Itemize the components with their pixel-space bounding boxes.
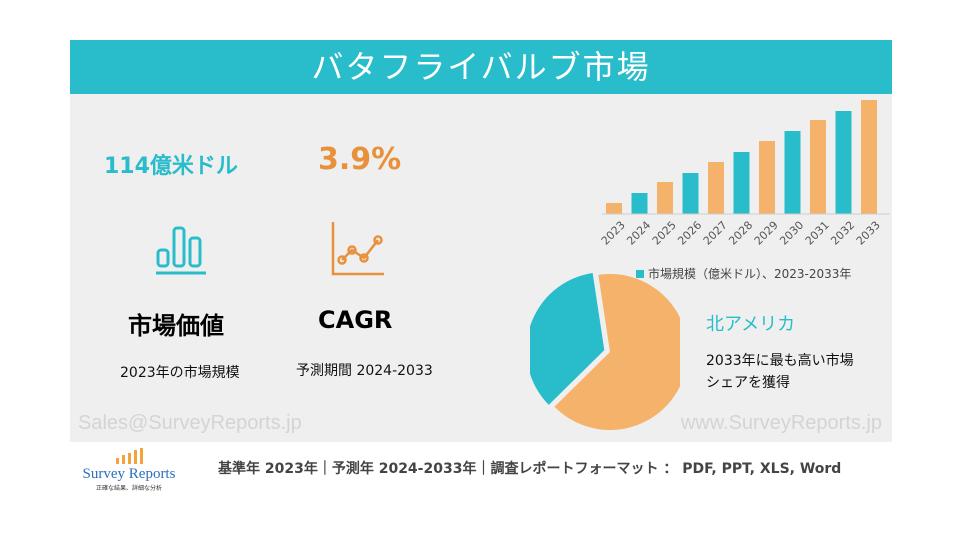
tick-label: 2028 — [726, 219, 755, 246]
cagr-sub: 予測期間 2024-2033 — [296, 363, 433, 379]
region-name: 北アメリカ — [706, 314, 796, 335]
bar-2032 — [835, 111, 852, 214]
cagr-label: CAGR — [318, 306, 393, 334]
tick-label: 2032 — [828, 219, 857, 246]
cagr-value: 3.9% — [318, 142, 402, 177]
logo-tagline: 正確な結果、詳細な分析 — [95, 485, 162, 492]
logo: Survey Reports 正確な結果、詳細な分析 — [74, 448, 184, 492]
tick-label: 2033 — [854, 219, 883, 246]
market-sub: 2023年の市場規模 — [120, 365, 240, 381]
web-watermark: www.SurveyReports.jp — [680, 412, 882, 434]
bar-2031 — [810, 120, 826, 214]
bar-legend: 市場規模（億米ドル）、2023-2033年 — [636, 265, 851, 282]
logo-name: Survey Reports — [82, 466, 176, 482]
infographic-card: バタフライバルブ市場 114億米ドル 3.9% 市場価値 CAGR 2023年の… — [70, 40, 892, 442]
legend-label: 市場規模（億米ドル）、2023-2033年 — [648, 267, 852, 281]
tick-label: 2024 — [624, 219, 653, 246]
tick-label: 2027 — [701, 219, 730, 246]
bar-2024 — [631, 193, 648, 214]
market-value: 114億米ドル — [104, 154, 238, 179]
email-watermark: Sales@SurveyReports.jp — [78, 412, 302, 434]
bar-2025 — [657, 182, 673, 214]
bar-2029 — [759, 141, 775, 214]
legend-swatch — [636, 270, 644, 278]
bar-2030 — [784, 131, 801, 214]
bar-2028 — [733, 152, 750, 214]
region-desc-2: シェアを獲得 — [706, 375, 790, 391]
tick-label: 2030 — [777, 219, 806, 246]
market-label: 市場価値 — [128, 312, 224, 340]
logo-bars-icon — [116, 448, 143, 464]
tick-label: 2023 — [600, 219, 628, 246]
bar-chart-icon — [156, 226, 206, 275]
pie-slice-1 — [554, 274, 680, 430]
tick-label: 2026 — [675, 219, 704, 246]
line-chart-icon — [331, 222, 384, 276]
bar-2033 — [861, 100, 877, 214]
region-desc-1: 2033年に最も高い市場 — [706, 353, 854, 369]
page-title: バタフライバルブ市場 — [70, 40, 892, 94]
bar-2026 — [682, 173, 699, 214]
bar-2023 — [606, 203, 622, 214]
tick-label: 2025 — [650, 219, 679, 246]
pie-slice-0 — [530, 272, 605, 405]
tick-label: 2031 — [803, 219, 832, 246]
footer-info: 基準年 2023年｜予測年 2024-2033年｜調査レポートフォーマット ： … — [218, 461, 842, 477]
market-bar-chart: 2023202420252026202720282029203020312032… — [600, 100, 890, 246]
region-pie-chart — [530, 272, 680, 430]
bar-2027 — [708, 162, 724, 214]
tick-label: 2029 — [752, 219, 781, 246]
